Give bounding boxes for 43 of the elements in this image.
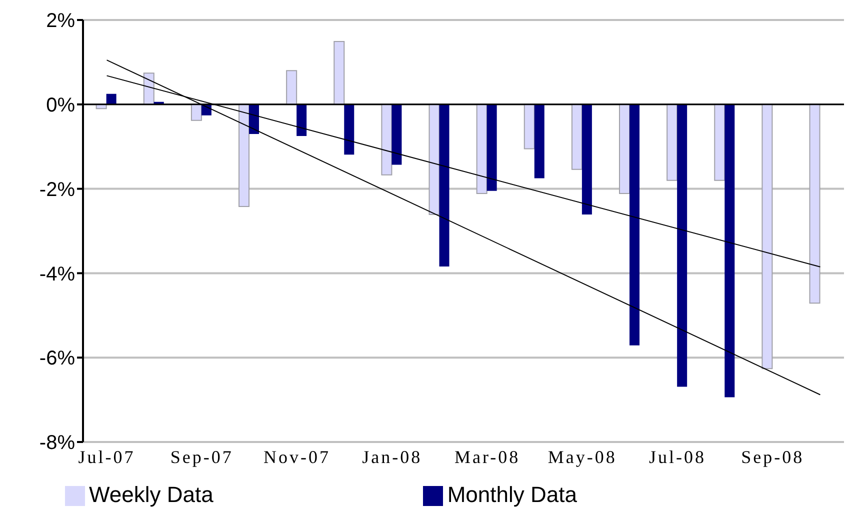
- y-tick-label: 2%: [46, 10, 76, 32]
- bar: [724, 104, 735, 398]
- bar: [143, 72, 154, 105]
- bar: [677, 104, 688, 387]
- x-tick-label: Sep-08: [741, 446, 804, 467]
- x-tick-label: May-08: [548, 446, 617, 467]
- bar: [630, 104, 640, 346]
- x-tick-label: Jul-07: [78, 446, 136, 467]
- bar: [392, 104, 402, 165]
- bar: [619, 104, 630, 194]
- bar: [571, 104, 582, 170]
- bar: [344, 104, 354, 155]
- bar: [809, 104, 820, 304]
- bar: [286, 70, 298, 105]
- bar: [486, 104, 497, 191]
- x-tick-label: Mar-08: [454, 446, 520, 467]
- bar: [334, 41, 345, 105]
- bar: [582, 104, 592, 215]
- bar: [381, 104, 392, 176]
- bar: [439, 104, 450, 266]
- bar: [190, 104, 202, 121]
- bar: [714, 104, 726, 181]
- x-tick-label: Nov-07: [264, 446, 331, 467]
- y-tick-label: 0%: [46, 94, 76, 116]
- bar: [476, 104, 488, 194]
- legend-label: Weekly Data: [89, 482, 214, 507]
- bar: [666, 104, 678, 181]
- bar: [534, 104, 544, 178]
- bar: [106, 94, 116, 104]
- bar: [428, 104, 440, 216]
- bar: [524, 104, 535, 150]
- x-tick-label: Jan-08: [362, 446, 422, 467]
- bar: [762, 104, 773, 370]
- legend-label: Monthly Data: [447, 482, 577, 507]
- x-tick-label: Sep-07: [170, 446, 234, 467]
- y-tick-label: -6%: [39, 348, 76, 370]
- bar: [238, 104, 250, 208]
- y-tick-label: -2%: [39, 178, 76, 201]
- y-tick-label: -8%: [39, 432, 76, 454]
- bar: [296, 104, 307, 136]
- x-tick-label: Jul-08: [649, 446, 706, 467]
- y-tick-label: -4%: [39, 263, 76, 286]
- bar: [249, 104, 260, 134]
